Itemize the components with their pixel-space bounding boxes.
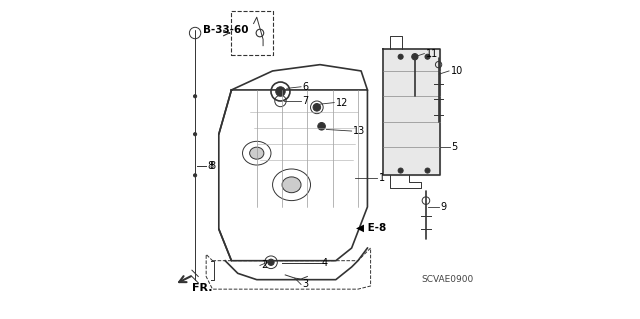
- Circle shape: [193, 95, 196, 98]
- Circle shape: [193, 133, 196, 136]
- Text: 5: 5: [451, 142, 458, 152]
- Text: ◀ E-8: ◀ E-8: [356, 222, 387, 233]
- Circle shape: [276, 87, 285, 96]
- Circle shape: [313, 104, 321, 111]
- Text: FR.: FR.: [192, 283, 212, 293]
- Text: B-33-60: B-33-60: [203, 25, 248, 35]
- Polygon shape: [383, 49, 440, 175]
- Text: 6: 6: [303, 82, 308, 92]
- Circle shape: [318, 122, 325, 130]
- Bar: [232, 11, 273, 55]
- Text: 10: 10: [451, 66, 463, 76]
- Text: 11: 11: [426, 48, 438, 59]
- Circle shape: [398, 54, 403, 59]
- Ellipse shape: [282, 177, 301, 193]
- Text: 4: 4: [321, 258, 328, 268]
- Circle shape: [193, 174, 196, 177]
- Text: 1: 1: [378, 174, 385, 183]
- Circle shape: [412, 54, 418, 60]
- Circle shape: [425, 54, 430, 59]
- Text: 13: 13: [353, 126, 365, 136]
- Text: SCVAE0900: SCVAE0900: [421, 275, 474, 284]
- Text: 8: 8: [209, 161, 216, 171]
- Text: 2: 2: [262, 260, 268, 271]
- Text: 12: 12: [336, 98, 348, 108]
- Circle shape: [398, 168, 403, 173]
- Text: 8: 8: [208, 161, 214, 171]
- Text: 9: 9: [440, 202, 446, 212]
- Circle shape: [268, 259, 274, 265]
- Ellipse shape: [250, 147, 264, 159]
- Text: 7: 7: [303, 96, 309, 106]
- Text: 3: 3: [303, 279, 308, 289]
- Circle shape: [425, 168, 430, 173]
